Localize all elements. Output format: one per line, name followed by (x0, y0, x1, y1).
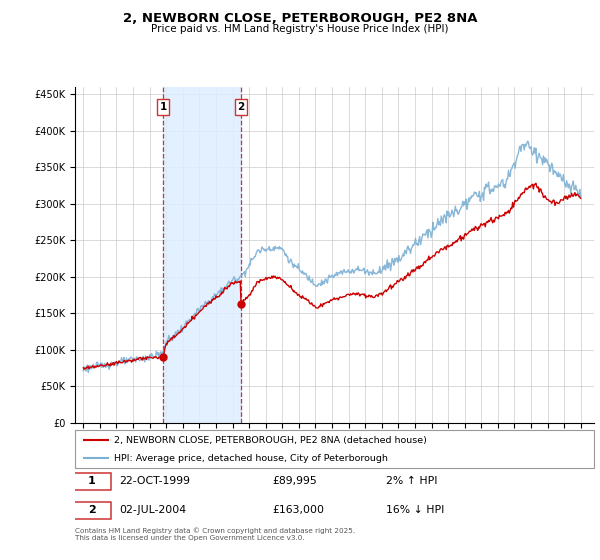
Text: 1: 1 (88, 476, 96, 486)
Text: Price paid vs. HM Land Registry's House Price Index (HPI): Price paid vs. HM Land Registry's House … (151, 24, 449, 34)
Text: £163,000: £163,000 (272, 505, 324, 515)
Text: 2% ↑ HPI: 2% ↑ HPI (386, 476, 438, 486)
Text: £89,995: £89,995 (272, 476, 317, 486)
Text: Contains HM Land Registry data © Crown copyright and database right 2025.
This d: Contains HM Land Registry data © Crown c… (75, 528, 355, 541)
FancyBboxPatch shape (73, 502, 112, 519)
Text: 02-JUL-2004: 02-JUL-2004 (119, 505, 186, 515)
Text: 2, NEWBORN CLOSE, PETERBOROUGH, PE2 8NA (detached house): 2, NEWBORN CLOSE, PETERBOROUGH, PE2 8NA … (114, 436, 427, 445)
Text: 2: 2 (237, 102, 244, 112)
Text: 22-OCT-1999: 22-OCT-1999 (119, 476, 190, 486)
Text: HPI: Average price, detached house, City of Peterborough: HPI: Average price, detached house, City… (114, 454, 388, 463)
Text: 16% ↓ HPI: 16% ↓ HPI (386, 505, 445, 515)
Text: 1: 1 (160, 102, 167, 112)
Text: 2: 2 (88, 505, 96, 515)
Bar (163, 87, 241, 423)
Text: 2, NEWBORN CLOSE, PETERBOROUGH, PE2 8NA: 2, NEWBORN CLOSE, PETERBOROUGH, PE2 8NA (123, 12, 477, 25)
FancyBboxPatch shape (73, 473, 112, 489)
